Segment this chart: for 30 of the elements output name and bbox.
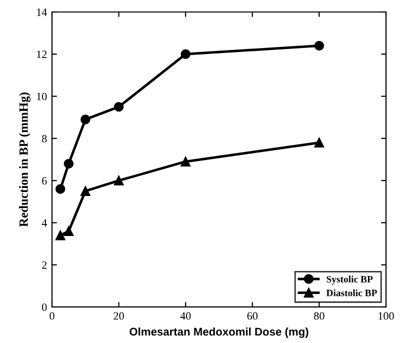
legend-label: Systolic BP <box>326 276 373 284</box>
x-tick-label: 20 <box>114 312 124 320</box>
x-axis-title: Olmesartan Medoxomil Dose (mg) <box>130 327 308 338</box>
point <box>314 138 324 148</box>
y-tick-label: 6 <box>42 177 47 185</box>
y-tick-label: 0 <box>42 303 47 311</box>
point <box>314 40 324 51</box>
x-tick-label: 0 <box>50 312 54 320</box>
y-tick-label: 8 <box>42 134 47 142</box>
x-tick-label: 40 <box>180 312 191 320</box>
point <box>180 49 190 60</box>
y-tick-label: 10 <box>37 92 47 100</box>
point <box>55 230 66 240</box>
point <box>64 158 74 169</box>
point <box>80 186 90 196</box>
y-tick-label: 4 <box>42 219 47 227</box>
point <box>114 102 124 112</box>
point <box>55 184 66 194</box>
x-tick-label: 60 <box>247 312 258 320</box>
point <box>180 156 190 166</box>
point <box>80 114 90 124</box>
y-tick-label: 14 <box>37 8 47 16</box>
y-axis-title: Reduction in BP (mmHg) <box>19 92 30 227</box>
x-tick-label: 80 <box>314 312 324 320</box>
y-tick-label: 2 <box>42 261 47 269</box>
point <box>114 176 124 186</box>
x-tick-label: 100 <box>378 312 394 320</box>
legend-label: Diastolic BP <box>326 289 377 296</box>
point <box>64 226 74 236</box>
y-tick-label: 12 <box>37 50 47 58</box>
